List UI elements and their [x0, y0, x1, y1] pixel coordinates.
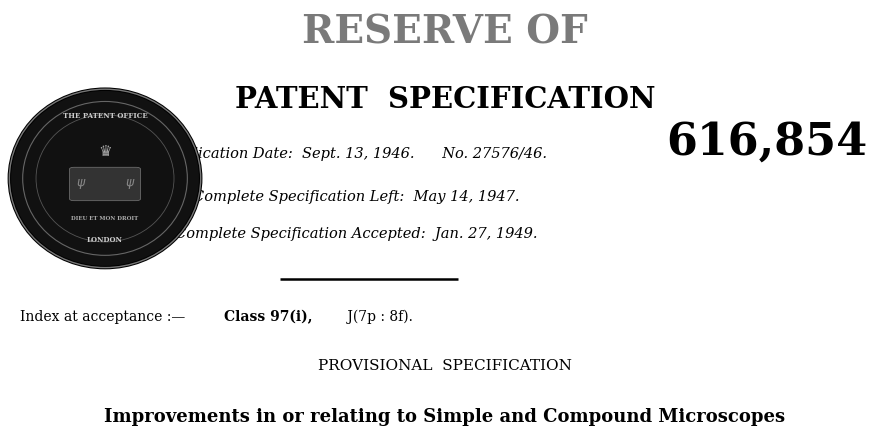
- Text: Class 97(i),: Class 97(i),: [224, 310, 312, 324]
- Text: 616,854: 616,854: [667, 120, 868, 163]
- Text: LONDON: LONDON: [87, 236, 123, 244]
- Text: Index at acceptance :—: Index at acceptance :—: [20, 310, 185, 324]
- Text: Complete Specification Left:  May 14, 1947.: Complete Specification Left: May 14, 194…: [193, 190, 519, 203]
- Text: PATENT  SPECIFICATION: PATENT SPECIFICATION: [235, 85, 655, 114]
- Text: DIEU ET MON DROIT: DIEU ET MON DROIT: [71, 216, 139, 221]
- Text: Complete Specification Accepted:  Jan. 27, 1949.: Complete Specification Accepted: Jan. 27…: [174, 227, 538, 241]
- Ellipse shape: [9, 89, 200, 268]
- Text: Improvements in or relating to Simple and Compound Microscopes: Improvements in or relating to Simple an…: [104, 408, 786, 426]
- Text: PROVISIONAL  SPECIFICATION: PROVISIONAL SPECIFICATION: [318, 359, 572, 373]
- Text: ψ: ψ: [76, 176, 85, 190]
- Text: Application Date:  Sept. 13, 1946.      No. 27576/46.: Application Date: Sept. 13, 1946. No. 27…: [165, 147, 547, 161]
- Text: ♛: ♛: [98, 144, 112, 159]
- Text: J(7p : 8f).: J(7p : 8f).: [343, 310, 413, 324]
- Text: THE PATENT OFFICE: THE PATENT OFFICE: [62, 112, 148, 120]
- Text: RESERVE OF: RESERVE OF: [303, 13, 587, 51]
- FancyBboxPatch shape: [69, 167, 141, 201]
- Text: ψ: ψ: [125, 176, 134, 190]
